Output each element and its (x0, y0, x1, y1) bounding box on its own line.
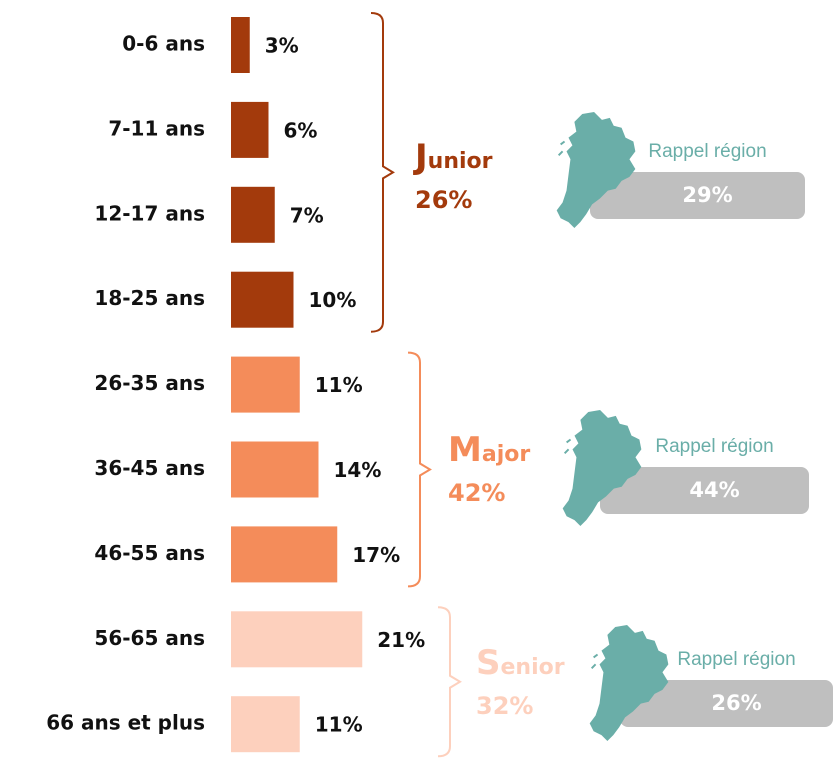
category-label: 18-25 ans (94, 286, 205, 310)
region-pill (590, 172, 805, 219)
region-pill (600, 467, 809, 514)
bar (231, 526, 338, 583)
category-label: 46-55 ans (94, 541, 205, 565)
category-label: 36-45 ans (94, 456, 205, 480)
group-bracket (370, 12, 395, 333)
value-label: 3% (265, 34, 299, 58)
group-bracket (437, 606, 462, 758)
value-label: 21% (377, 628, 425, 652)
group-total: 26% (415, 186, 473, 214)
bar (231, 356, 300, 413)
value-label: 10% (309, 288, 357, 312)
region-value: 29% (682, 183, 732, 207)
bar (231, 611, 363, 668)
bar (231, 696, 300, 753)
region-label: Rappel région (655, 436, 773, 457)
bar (231, 271, 294, 328)
bar (231, 441, 319, 498)
category-label: 7-11 ans (108, 116, 205, 140)
group-bracket (407, 351, 432, 588)
group-name: Senior (476, 643, 565, 683)
region-label: Rappel région (677, 649, 795, 670)
value-label: 7% (290, 203, 324, 227)
bar (231, 17, 250, 73)
group-total: 42% (448, 479, 506, 507)
region-label: Rappel région (648, 141, 766, 162)
group-name: Junior (415, 137, 493, 177)
value-label: 6% (284, 118, 318, 142)
region-value: 26% (711, 691, 761, 715)
value-label: 14% (334, 458, 382, 482)
bar (231, 101, 269, 158)
value-label: 17% (352, 543, 400, 567)
region-pill (620, 680, 833, 727)
category-label: 0-6 ans (122, 32, 205, 56)
value-label: 11% (315, 713, 363, 737)
bar (231, 186, 275, 243)
category-label: 66 ans et plus (46, 711, 205, 735)
region-value: 44% (689, 478, 739, 502)
value-label: 11% (315, 373, 363, 397)
group-name: Major (448, 430, 531, 470)
category-label: 12-17 ans (94, 201, 205, 225)
category-label: 56-65 ans (94, 626, 205, 650)
category-label: 26-35 ans (94, 371, 205, 395)
group-total: 32% (476, 692, 534, 720)
